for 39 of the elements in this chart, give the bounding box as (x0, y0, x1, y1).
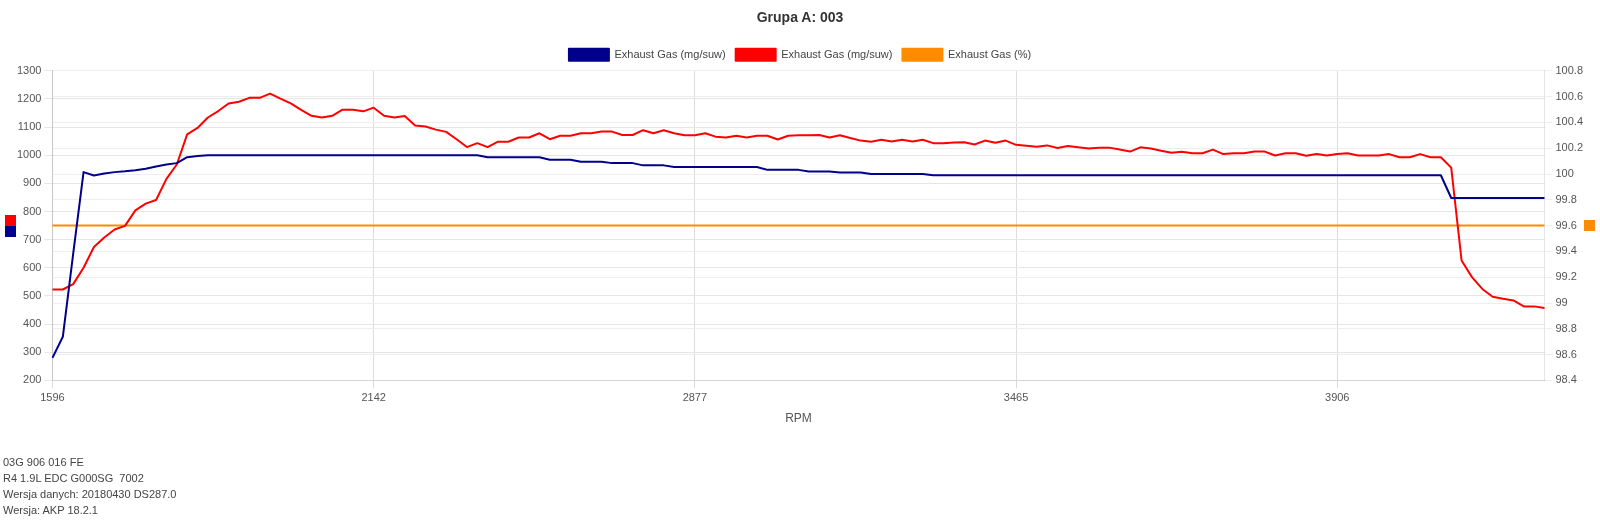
y2-tick-label: 100.4 (1555, 115, 1583, 128)
y2-tick-label: 99.4 (1555, 244, 1577, 257)
y-tick-label: 400 (23, 317, 42, 330)
y-tick-label: 1100 (17, 120, 42, 133)
y-tick-label: 600 (23, 260, 42, 273)
y2-tick-label: 99.8 (1555, 192, 1577, 205)
y2-tick-label: 99 (1555, 296, 1568, 309)
y-tick-label: 500 (23, 288, 42, 301)
legend-label: Exhaust Gas (mg/suw) (781, 47, 893, 60)
y-tick-label: 1200 (16, 91, 42, 104)
legend-label: Exhaust Gas (%) (947, 47, 1032, 60)
chart-title: Grupa A: 003 (756, 9, 844, 26)
x-tick-label: 1596 (40, 391, 65, 404)
y-tick-label: 1300 (16, 63, 42, 76)
legend-label: Exhaust Gas (mg/suw) (614, 47, 726, 60)
y-tick-label: 900 (23, 176, 42, 189)
y2-tick-label: 100.2 (1555, 141, 1583, 154)
y-tick-label: 800 (23, 204, 42, 217)
text: 03G 906 016 FE (3, 455, 85, 470)
y2-tick-label: 99.2 (1555, 270, 1577, 283)
y2-tick-label: 98.4 (1555, 373, 1577, 386)
y-tick-label: 700 (23, 232, 42, 245)
x-tick-label: 2877 (682, 391, 708, 404)
y2-tick-label: 98.6 (1555, 347, 1577, 360)
x-tick-label: 3906 (1325, 391, 1350, 404)
y2-tick-label: 99.6 (1555, 218, 1577, 231)
y-tick-label: 300 (23, 345, 42, 358)
y2-tick-label: 98.8 (1555, 321, 1577, 334)
x-tick-label: 3465 (1003, 391, 1029, 404)
x-tick-label: 2142 (361, 391, 386, 404)
text: Wersja: AKP 18.2.1 (3, 503, 99, 518)
y2-tick-label: 100 (1555, 167, 1574, 180)
y2-tick-label: 100.8 (1555, 63, 1583, 76)
y-tick-label: 200 (23, 373, 42, 386)
y2-tick-label: 100.6 (1555, 89, 1583, 102)
y-tick-label: 1000 (16, 148, 42, 161)
text: Wersja danych: 20180430 DS287.0 (3, 487, 177, 502)
x-axis-title: RPM (785, 411, 812, 426)
text: R4 1.9L EDC G000SG 7002 (3, 471, 145, 486)
